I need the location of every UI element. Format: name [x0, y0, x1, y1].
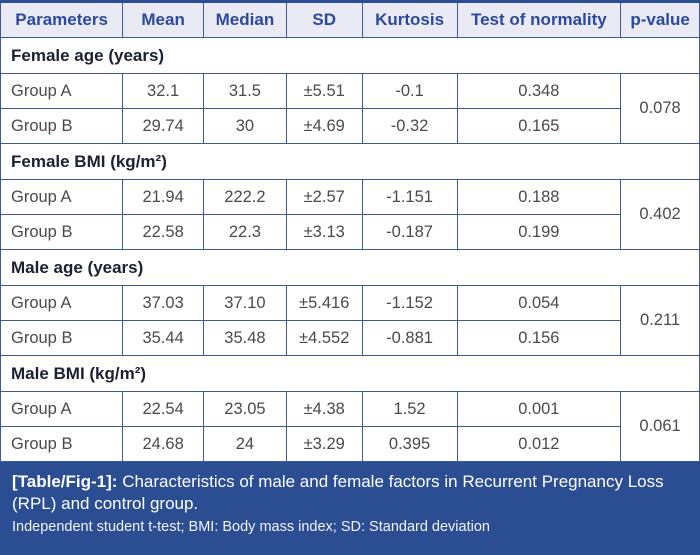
- cell-mean: 35.44: [122, 320, 205, 356]
- cell-kurtosis: -1.151: [361, 179, 458, 215]
- cell-median: 22.3: [203, 214, 287, 250]
- table-row: Group A 22.54 23.05 ±4.38 1.52 0.001 0.0…: [0, 391, 700, 462]
- cell-normality: 0.156: [456, 320, 622, 356]
- header-row: Parameters Mean Median SD Kurtosis Test …: [0, 0, 700, 38]
- cell-normality: 0.001: [456, 391, 622, 427]
- column-header-kurtosis: Kurtosis: [361, 0, 458, 38]
- table-row: Group A 32.1 31.5 ±5.51 -0.1 0.348 0.078: [0, 73, 700, 144]
- cell-kurtosis: -0.1: [361, 73, 458, 109]
- table-row: Group B 24.68 24 ±3.29 0.395 0.012: [0, 426, 700, 462]
- column-header-normality: Test of normality: [456, 0, 622, 38]
- cell-normality: 0.199: [456, 214, 622, 250]
- cell-kurtosis: 0.395: [361, 426, 458, 462]
- caption-main: [Table/Fig-1]: Characteristics of male a…: [12, 471, 688, 516]
- table-row: Group B 29.74 30 ±4.69 -0.32 0.165: [0, 108, 700, 144]
- caption-footnote: Independent student t-test; BMI: Body ma…: [12, 518, 490, 535]
- cell-pvalue: 0.061: [620, 391, 700, 462]
- caption-text: Characteristics of male and female facto…: [12, 472, 664, 514]
- row-label: Group B: [0, 426, 124, 462]
- section-title: Female age (years): [0, 37, 700, 74]
- cell-mean: 32.1: [122, 73, 205, 109]
- section-title: Male age (years): [0, 249, 700, 286]
- row-label: Group A: [0, 179, 124, 215]
- cell-median: 37.10: [203, 285, 287, 321]
- column-header-pvalue: p-value: [620, 0, 700, 38]
- row-label: Group A: [0, 391, 124, 427]
- cell-sd: ±4.38: [285, 391, 363, 427]
- cell-sd: ±4.552: [285, 320, 363, 356]
- table-row: Group B 35.44 35.48 ±4.552 -0.881 0.156: [0, 320, 700, 356]
- cell-mean: 22.58: [122, 214, 205, 250]
- cell-mean: 21.94: [122, 179, 205, 215]
- row-label: Group B: [0, 108, 124, 144]
- cell-mean: 37.03: [122, 285, 205, 321]
- cell-sd: ±3.13: [285, 214, 363, 250]
- column-header-sd: SD: [285, 0, 363, 38]
- cell-kurtosis: -0.32: [361, 108, 458, 144]
- cell-median: 35.48: [203, 320, 287, 356]
- cell-normality: 0.188: [456, 179, 622, 215]
- cell-median: 24: [203, 426, 287, 462]
- row-label: Group A: [0, 285, 124, 321]
- cell-median: 222.2: [203, 179, 287, 215]
- column-header-median: Median: [203, 0, 287, 38]
- cell-pvalue: 0.078: [620, 73, 700, 144]
- table-row: Group B 22.58 22.3 ±3.13 -0.187 0.199: [0, 214, 700, 250]
- cell-sd: ±5.51: [285, 73, 363, 109]
- cell-median: 23.05: [203, 391, 287, 427]
- cell-pvalue: 0.402: [620, 179, 700, 250]
- caption-label: [Table/Fig-1]:: [12, 472, 118, 491]
- column-header-parameters: Parameters: [0, 0, 124, 38]
- cell-kurtosis: -1.152: [361, 285, 458, 321]
- cell-mean: 24.68: [122, 426, 205, 462]
- section-row-female-age: Female age (years): [0, 37, 700, 74]
- cell-sd: ±4.69: [285, 108, 363, 144]
- table-row: Group A 21.94 222.2 ±2.57 -1.151 0.188 0…: [0, 179, 700, 250]
- cell-pvalue: 0.211: [620, 285, 700, 356]
- section-title: Female BMI (kg/m²): [0, 143, 700, 180]
- row-label: Group A: [0, 73, 124, 109]
- cell-kurtosis: -0.881: [361, 320, 458, 356]
- column-header-mean: Mean: [122, 0, 205, 38]
- cell-sd: ±3.29: [285, 426, 363, 462]
- section-title: Male BMI (kg/m²): [0, 355, 700, 392]
- cell-median: 31.5: [203, 73, 287, 109]
- cell-kurtosis: 1.52: [361, 391, 458, 427]
- row-label: Group B: [0, 214, 124, 250]
- cell-normality: 0.054: [456, 285, 622, 321]
- table-caption: [Table/Fig-1]: Characteristics of male a…: [0, 462, 700, 555]
- cell-normality: 0.348: [456, 73, 622, 109]
- cell-sd: ±5.416: [285, 285, 363, 321]
- cell-mean: 22.54: [122, 391, 205, 427]
- section-row-female-bmi: Female BMI (kg/m²): [0, 143, 700, 180]
- cell-median: 30: [203, 108, 287, 144]
- cell-sd: ±2.57: [285, 179, 363, 215]
- cell-kurtosis: -0.187: [361, 214, 458, 250]
- statistics-table: Parameters Mean Median SD Kurtosis Test …: [0, 0, 700, 462]
- row-label: Group B: [0, 320, 124, 356]
- cell-normality: 0.012: [456, 426, 622, 462]
- cell-normality: 0.165: [456, 108, 622, 144]
- section-row-male-age: Male age (years): [0, 249, 700, 286]
- table-row: Group A 37.03 37.10 ±5.416 -1.152 0.054 …: [0, 285, 700, 356]
- section-row-male-bmi: Male BMI (kg/m²): [0, 355, 700, 392]
- cell-mean: 29.74: [122, 108, 205, 144]
